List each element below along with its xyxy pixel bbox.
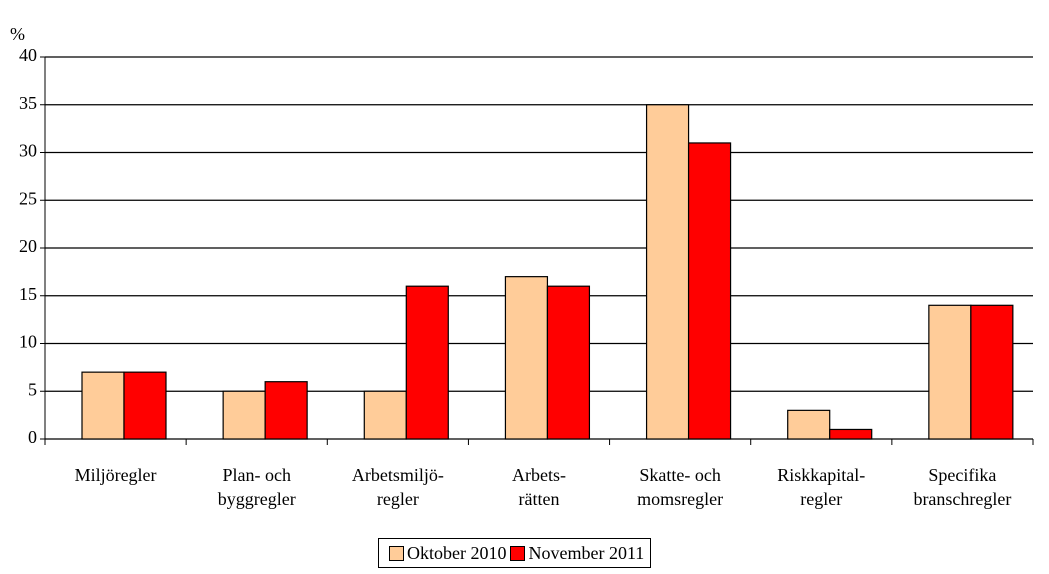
bar (264, 381, 308, 440)
y-tick-label: 10 (19, 332, 37, 352)
x-tick-label: Specifika branschregler (913, 465, 1012, 509)
x-tick-label: Riskkapital- regler (777, 465, 866, 509)
y-tick-label: 15 (19, 284, 37, 304)
bar (81, 371, 125, 440)
bar (405, 285, 449, 440)
y-axis-label: % (10, 24, 25, 44)
bar (645, 104, 690, 440)
y-tick-label: 20 (19, 236, 37, 256)
legend: Oktober 2010 November 2011 (378, 538, 652, 568)
bar (928, 304, 972, 440)
bar (363, 390, 407, 440)
bar (123, 371, 167, 440)
bar (970, 304, 1014, 440)
bar (546, 285, 591, 440)
x-tick-label: Arbetsmiljö- regler (351, 465, 444, 509)
legend-label: November 2011 (528, 542, 645, 563)
x-tick-label: Skatte- och momsregler (637, 465, 724, 509)
bar (787, 409, 831, 440)
legend-swatch (389, 545, 404, 561)
y-tick-label: 25 (19, 188, 37, 208)
y-tick-label: 0 (28, 427, 37, 447)
bar (222, 390, 266, 440)
legend-swatch (510, 545, 526, 561)
y-tick-label: 40 (19, 45, 37, 65)
x-tick-label: Arbets- rätten (512, 465, 566, 509)
y-tick-label: 5 (28, 379, 37, 399)
x-tick-label: Miljöregler (74, 465, 157, 485)
y-tick-label: 35 (19, 93, 37, 113)
bar (829, 428, 873, 440)
bar (504, 276, 549, 440)
y-tick-label: 30 (19, 141, 37, 161)
legend-label: Oktober 2010 (407, 542, 507, 563)
x-tick-label: Plan- och byggregler (217, 465, 296, 509)
bar (687, 142, 732, 440)
